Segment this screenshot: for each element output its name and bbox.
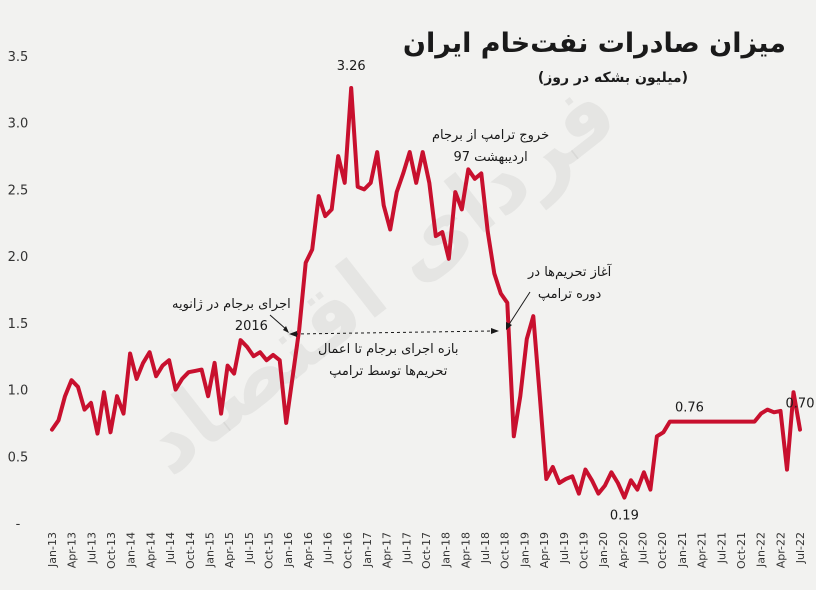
x-tick-label: Apr-14	[144, 532, 157, 568]
annotation-jcpoa-line1: اجرای برجام در ژانویه	[172, 297, 291, 312]
x-tick-label: Jan-16	[282, 532, 295, 568]
annotation-trump-exit-line1: خروج ترامپ از برجام	[432, 128, 550, 143]
x-tick-label: Jan-18	[440, 532, 453, 568]
y-tick-label: -	[16, 517, 21, 532]
x-tick-label: Apr-20	[617, 532, 630, 568]
series-group: 3.26 0.19 0.76 0.70	[50, 59, 815, 524]
annotation-trump-exit: خروج ترامپ از برجام اردیبهشت 97	[432, 125, 549, 169]
annotation-jcpoa-line2: 2016	[234, 319, 268, 334]
annotation-trump-exit-line2: اردیبهشت 97	[453, 150, 528, 165]
x-tick-label: Oct-13	[105, 532, 118, 569]
x-tick-label: Oct-17	[420, 532, 433, 569]
x-tick-label: Jan-17	[361, 532, 374, 568]
x-tick-label: Jul-16	[322, 532, 335, 564]
x-tick-label: Oct-20	[656, 532, 669, 569]
x-tick-label: Jul-17	[400, 532, 413, 564]
x-tick-label: Oct-18	[499, 532, 512, 569]
sanctions-arrowhead	[506, 322, 512, 330]
annotation-period-line1: بازه اجرای برجام تا اعمال	[318, 342, 459, 357]
x-tick-label: Jul-15	[243, 532, 256, 564]
x-tick-label: Jul-19	[558, 532, 571, 564]
annotation-period: بازه اجرای برجام تا اعمال تحریم‌ها توسط …	[318, 339, 459, 383]
data-label: 0.19	[610, 509, 639, 524]
y-tick-label: 2.0	[8, 250, 29, 265]
sanctions-arrow	[507, 291, 531, 327]
y-tick-label: 3.0	[8, 117, 29, 132]
x-tick-label: Jan-15	[203, 532, 216, 568]
x-tick-label: Oct-16	[341, 532, 354, 569]
x-tick-label: Jul-13	[85, 532, 98, 564]
x-tick-label: Jan-21	[676, 532, 689, 568]
series-line	[50, 86, 802, 500]
jcpoa-arrowhead	[283, 326, 289, 333]
annotation-arrows	[269, 291, 531, 337]
annotation-sanctions: آغاز تحریم‌ها در دوره ترامپ	[528, 262, 611, 306]
y-tick-label: 2.5	[8, 183, 29, 198]
annotation-period-line2: تحریم‌ها توسط ترامپ	[329, 364, 448, 379]
x-tick-label: Apr-21	[696, 532, 709, 568]
period-arrowhead-right	[491, 328, 499, 334]
jcpoa-arrow	[269, 314, 288, 331]
x-tick-label: Oct-21	[735, 532, 748, 569]
x-tick-label: Jul-21	[715, 532, 728, 564]
x-tick-label: Jan-13	[46, 532, 59, 568]
annotation-sanctions-line1: آغاز تحریم‌ها در	[528, 265, 612, 280]
x-tick-label: Apr-19	[538, 532, 551, 568]
period-arrowhead-left	[289, 331, 297, 337]
x-tick-label: Jan-20	[597, 532, 610, 568]
period-range-line	[294, 330, 494, 335]
x-tick-label: Apr-18	[459, 532, 472, 568]
chart-subtitle: (میلیون بشکه در روز)	[537, 70, 688, 86]
x-tick-label: Jan-19	[518, 532, 531, 568]
x-axis-ticks: Jan-13 Apr-13 Jul-13 Oct-13 Jan-14 Apr-14 Jul-…	[46, 532, 807, 569]
x-tick-label: Jan-22	[755, 532, 768, 568]
x-tick-label: Jul-14	[164, 532, 177, 564]
x-tick-label: Apr-15	[223, 532, 236, 568]
x-tick-label: Jul-20	[637, 532, 650, 564]
y-axis-ticks: - 0.5 1.0 1.5 2.0 2.5 3.0 3.5	[8, 50, 29, 532]
data-label: 0.76	[675, 401, 704, 416]
x-tick-label: Jul-18	[479, 532, 492, 564]
x-tick-label: Oct-15	[263, 532, 276, 569]
x-tick-label: Oct-19	[577, 532, 590, 569]
x-tick-label: Apr-17	[381, 532, 394, 568]
y-tick-label: 3.5	[8, 50, 29, 65]
y-tick-label: 1.5	[8, 317, 29, 332]
x-tick-label: Jan-14	[125, 532, 138, 568]
chart-title: میزان صادرات نفت‌خام ایران	[402, 28, 786, 59]
y-tick-label: 1.0	[8, 384, 29, 399]
annotation-jcpoa-start: اجرای برجام در ژانویه 2016	[172, 294, 291, 338]
data-label: 3.26	[337, 59, 366, 74]
annotation-sanctions-line2: دوره ترامپ	[537, 287, 602, 302]
y-tick-label: 0.5	[8, 450, 29, 465]
x-tick-label: Apr-13	[66, 532, 79, 568]
data-label: 0.70	[786, 397, 815, 412]
x-tick-label: Apr-16	[302, 532, 315, 568]
x-tick-label: Oct-14	[184, 532, 197, 569]
x-tick-label: Jul-22	[794, 532, 807, 564]
x-tick-label: Apr-22	[774, 532, 787, 568]
